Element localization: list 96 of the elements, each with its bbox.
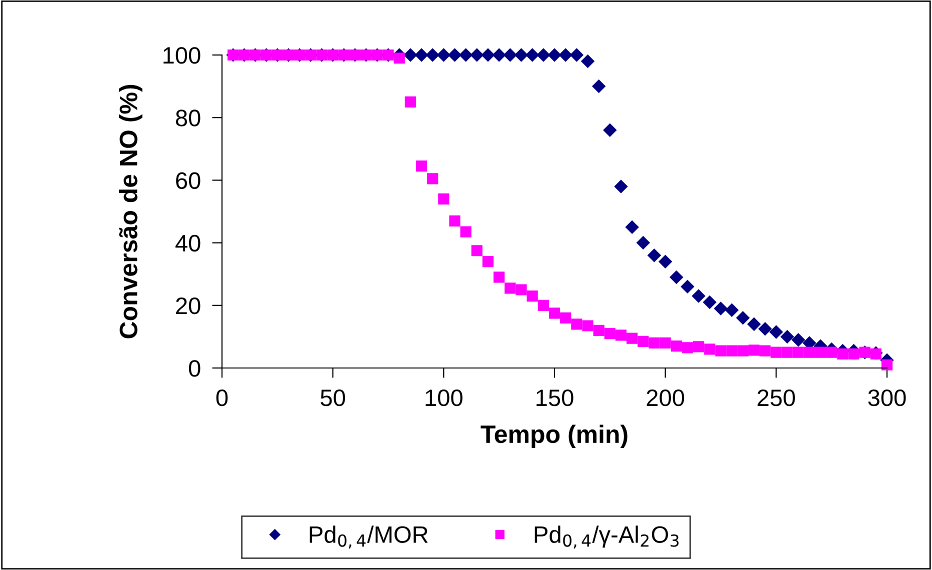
point bbox=[482, 256, 494, 268]
point bbox=[848, 348, 860, 360]
y-tick-label: 20 bbox=[176, 297, 200, 314]
point bbox=[404, 96, 416, 108]
point bbox=[737, 345, 748, 356]
point bbox=[715, 345, 726, 356]
point bbox=[448, 48, 462, 62]
point bbox=[726, 345, 738, 356]
point bbox=[504, 48, 517, 62]
point bbox=[558, 48, 572, 62]
point bbox=[658, 254, 672, 268]
point bbox=[427, 173, 438, 184]
y-tick-label: 60 bbox=[176, 172, 200, 189]
legend-label: Pd$_{0,4}$/γ-Al$_{2}$O$_{3}$ bbox=[534, 526, 679, 549]
point bbox=[703, 296, 716, 309]
x-tick-label: 300 bbox=[868, 389, 906, 406]
point bbox=[438, 193, 450, 205]
y-tick-label: 0 bbox=[188, 360, 200, 377]
x-tick-label: 150 bbox=[536, 389, 574, 406]
point bbox=[571, 318, 582, 330]
point bbox=[516, 284, 527, 296]
x-axis-title: Tempo (min) bbox=[480, 424, 628, 448]
y-tick-label: 100 bbox=[164, 47, 200, 64]
point bbox=[570, 48, 584, 62]
point bbox=[670, 270, 684, 284]
point bbox=[758, 322, 772, 336]
point bbox=[526, 290, 538, 302]
point bbox=[625, 220, 639, 234]
point bbox=[682, 342, 694, 354]
point bbox=[837, 348, 848, 360]
point bbox=[604, 328, 616, 340]
point bbox=[582, 320, 594, 332]
point bbox=[593, 324, 604, 336]
point bbox=[780, 330, 794, 344]
point bbox=[770, 325, 783, 339]
point bbox=[404, 48, 418, 62]
point bbox=[494, 272, 505, 283]
point bbox=[437, 48, 450, 62]
point bbox=[648, 337, 660, 349]
point bbox=[670, 340, 682, 352]
point bbox=[470, 48, 484, 62]
point bbox=[814, 346, 826, 358]
point bbox=[693, 341, 704, 352]
point bbox=[538, 300, 549, 311]
point bbox=[725, 304, 738, 317]
point bbox=[481, 48, 495, 62]
point bbox=[680, 280, 694, 294]
point bbox=[449, 215, 460, 226]
point bbox=[603, 124, 617, 137]
point bbox=[648, 248, 661, 262]
x-tick-label: 200 bbox=[646, 389, 684, 406]
point bbox=[704, 344, 716, 355]
point bbox=[592, 80, 606, 93]
point bbox=[736, 311, 750, 325]
x-tick-label: 250 bbox=[758, 389, 795, 406]
point bbox=[426, 48, 440, 62]
point bbox=[394, 52, 405, 64]
point bbox=[514, 48, 528, 62]
x-tick-label: 50 bbox=[320, 389, 346, 406]
point bbox=[692, 289, 706, 303]
point bbox=[792, 346, 804, 358]
point bbox=[492, 48, 506, 62]
point bbox=[770, 346, 782, 358]
point bbox=[548, 48, 562, 62]
point bbox=[615, 330, 627, 341]
point bbox=[782, 346, 793, 358]
y-axis-title: Conversão de NO (%) bbox=[119, 84, 142, 338]
point bbox=[626, 332, 638, 344]
point bbox=[748, 344, 760, 356]
point bbox=[414, 48, 428, 62]
point bbox=[881, 359, 893, 370]
point bbox=[638, 336, 649, 347]
point bbox=[536, 48, 550, 62]
point bbox=[560, 312, 572, 324]
y-tick-label: 40 bbox=[175, 234, 200, 252]
point bbox=[548, 308, 560, 319]
point bbox=[526, 48, 539, 62]
point bbox=[471, 245, 482, 256]
point bbox=[504, 282, 516, 294]
point bbox=[792, 333, 805, 346]
point bbox=[636, 236, 650, 250]
point bbox=[660, 337, 671, 349]
point bbox=[826, 346, 838, 358]
point bbox=[714, 302, 728, 316]
point bbox=[614, 180, 628, 194]
point bbox=[581, 54, 594, 68]
x-tick-label: 0 bbox=[216, 389, 228, 406]
y-tick-label: 80 bbox=[176, 110, 200, 126]
point bbox=[460, 226, 472, 238]
point bbox=[804, 346, 815, 358]
x-tick-label: 100 bbox=[426, 389, 462, 406]
point bbox=[747, 318, 761, 331]
legend-label: Pd$_{0,4}$/MOR bbox=[310, 526, 428, 549]
point bbox=[416, 160, 428, 172]
point bbox=[459, 48, 472, 62]
point bbox=[760, 345, 771, 356]
